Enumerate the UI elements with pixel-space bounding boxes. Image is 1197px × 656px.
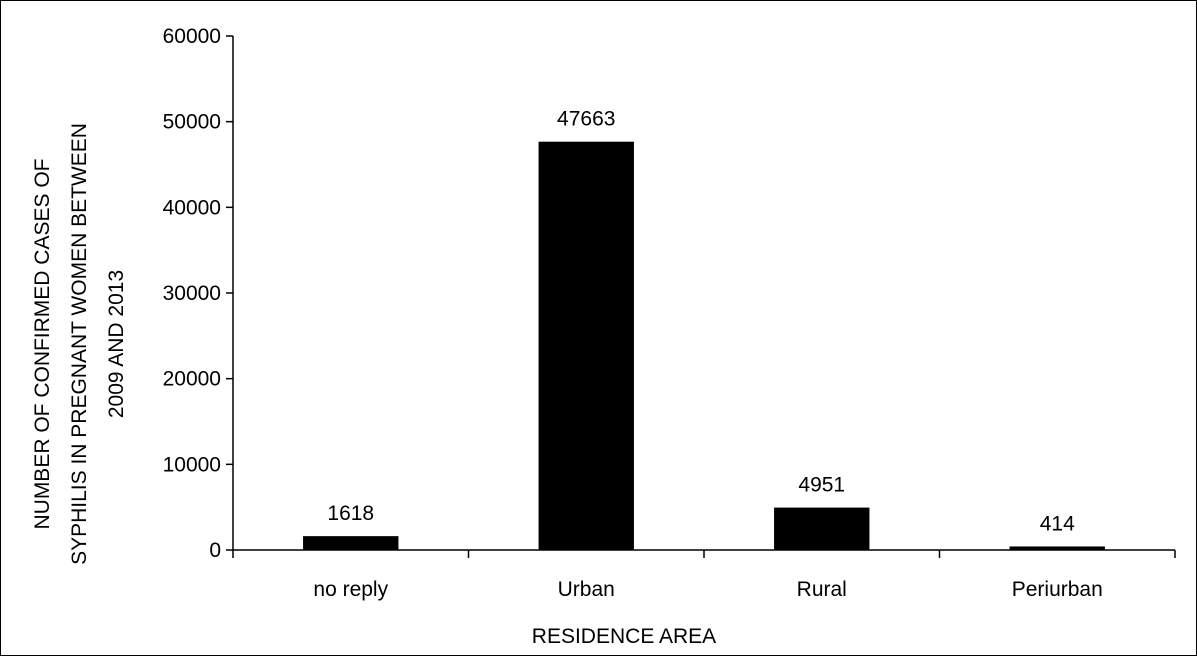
y-axis-title-line-1: NUMBER OF CONFIRMED CASES OF: [31, 158, 54, 529]
x-axis: no reply Urban Rural Periurban: [232, 549, 1176, 601]
bar: [538, 141, 634, 551]
x-axis-title: RESIDENCE AREA: [532, 625, 716, 648]
y-axis-title: NUMBER OF CONFIRMED CASES OF SYPHILIS IN…: [31, 123, 128, 565]
y-axis-title-line-2: SYPHILIS IN PREGNANT WOMEN BETWEEN: [68, 123, 91, 565]
y-tick-label: 20000: [163, 368, 221, 391]
bar: [303, 536, 399, 550]
y-tick-label: 30000: [163, 282, 221, 305]
data-label: 47663: [557, 108, 615, 131]
y-tick-label: 40000: [163, 196, 221, 219]
bars: 1618 47663 4951 414: [303, 108, 1105, 551]
x-tick-label: Periurban: [1012, 578, 1103, 601]
y-tick-label: 10000: [163, 453, 221, 476]
data-label: 414: [1040, 512, 1075, 535]
y-tick-label: 60000: [163, 25, 221, 48]
y-axis-title-line-3: 2009 AND 2013: [105, 270, 128, 418]
y-axis: 0 10000 20000 30000 40000 50000 60000: [163, 25, 234, 562]
y-tick-label: 0: [209, 539, 221, 562]
bar: [774, 507, 870, 550]
y-tick-label: 50000: [163, 111, 221, 134]
data-label: 1618: [327, 502, 374, 525]
bar: [1009, 546, 1105, 550]
x-tick-label: Urban: [558, 578, 615, 601]
x-tick-label: no reply: [313, 578, 388, 601]
data-label: 4951: [798, 474, 845, 497]
x-tick-label: Rural: [797, 578, 847, 601]
